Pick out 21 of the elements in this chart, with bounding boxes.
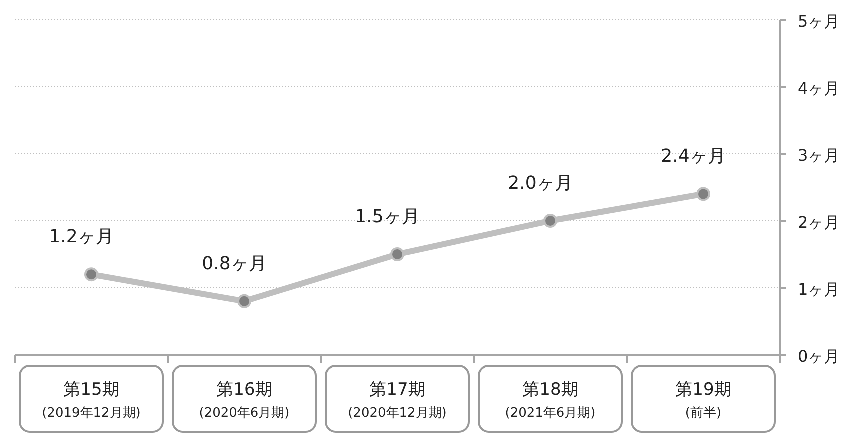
y-tick-label: 1ヶ月 — [798, 280, 840, 299]
y-tick-label: 0ヶ月 — [798, 347, 840, 366]
data-label: 1.5ヶ月 — [355, 206, 420, 228]
point — [84, 268, 98, 282]
point — [390, 248, 404, 262]
x-tick-label: 第18期 (2021年6月期) — [505, 380, 596, 421]
x-tick-label: 第16期 (2020年6月期) — [199, 380, 290, 421]
point — [696, 187, 710, 202]
x-tick-label: 第17期 (2020年12月期) — [348, 380, 447, 421]
data-label: 1.2ヶ月 — [49, 226, 114, 248]
data-label: 2.0ヶ月 — [508, 173, 573, 194]
y-tick-label: 3ヶ月 — [798, 146, 840, 165]
y-tick-label: 5ヶ月 — [798, 12, 840, 31]
y-tick-label: 4ヶ月 — [798, 79, 840, 98]
y-tick-label: 2ヶ月 — [798, 213, 840, 232]
x-tick-label: 第19期 (前半) — [676, 380, 732, 421]
data-label: 0.8ヶ月 — [202, 253, 267, 274]
data-label: 2.4ヶ月 — [661, 146, 726, 168]
point — [238, 294, 252, 308]
point — [544, 214, 558, 228]
x-tick-label: 第15期 (2019年12月期) — [42, 380, 141, 421]
